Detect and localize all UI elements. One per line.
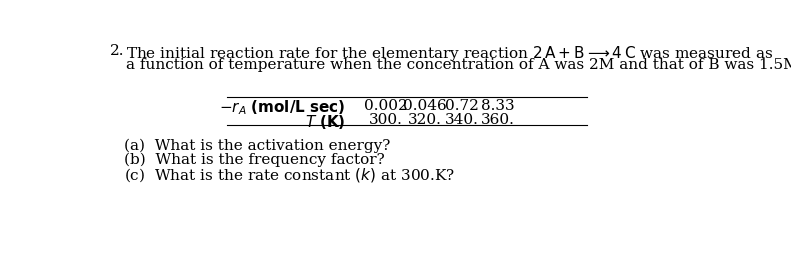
Text: 340.: 340. xyxy=(445,112,479,127)
Text: $-r_A$ $\mathbf{(mol/L\ sec)}$: $-r_A$ $\mathbf{(mol/L\ sec)}$ xyxy=(219,99,346,117)
Text: a function of temperature when the concentration of A was 2M and that of B was 1: a function of temperature when the conce… xyxy=(126,58,791,72)
Text: 2.: 2. xyxy=(110,44,124,58)
Text: 320.: 320. xyxy=(407,112,441,127)
Text: The initial reaction rate for the elementary reaction $2\,\mathrm{A} + \mathrm{B: The initial reaction rate for the elemen… xyxy=(126,44,774,63)
Text: 0.046: 0.046 xyxy=(403,99,446,113)
Text: 0.002: 0.002 xyxy=(364,99,407,113)
Text: 0.72: 0.72 xyxy=(445,99,479,113)
Text: 360.: 360. xyxy=(481,112,515,127)
Text: 8.33: 8.33 xyxy=(481,99,515,113)
Text: (b)  What is the frequency factor?: (b) What is the frequency factor? xyxy=(123,153,384,167)
Text: 300.: 300. xyxy=(369,112,403,127)
Text: $T$ $\mathbf{(K)}$: $T$ $\mathbf{(K)}$ xyxy=(305,112,346,130)
Text: (a)  What is the activation energy?: (a) What is the activation energy? xyxy=(123,139,390,153)
Text: (c)  What is the rate constant $(k)$ at 300.K?: (c) What is the rate constant $(k)$ at 3… xyxy=(123,166,455,184)
